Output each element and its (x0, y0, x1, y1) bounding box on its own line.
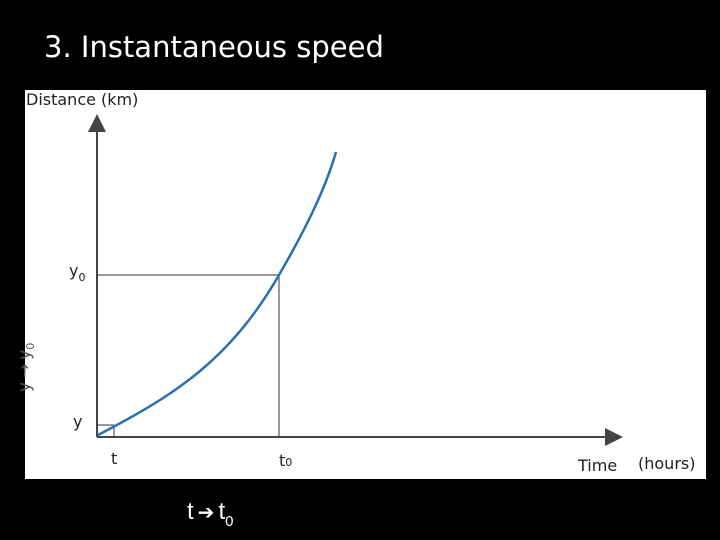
side-label-text: y→y0 (15, 343, 37, 392)
x-axis-label-unit: (hours) (638, 454, 695, 473)
x-axis-label-time: Time (577, 456, 617, 475)
y-axis-arrowhead (88, 114, 106, 132)
arrow-icon: ➔ (197, 502, 215, 524)
slide-title: 3. Instantaneous speed (44, 30, 384, 64)
bottom-t: t (187, 498, 194, 525)
t0-label: t0 (279, 451, 292, 470)
x-axis-arrowhead (605, 428, 623, 446)
y0-label: y0 (69, 261, 85, 284)
y-axis-label: Distance (km) (26, 90, 138, 109)
bottom-t0-sub: 0 (225, 513, 234, 530)
y-label: y (73, 412, 82, 431)
side-label: y→y0 (15, 343, 37, 392)
distance-time-diagram: Distance (km) y0 y t t0 Time (hours) (26, 90, 695, 475)
diagram-panel: Distance (km) y0 y t t0 Time (hours) (25, 90, 706, 479)
distance-curve (97, 151, 338, 437)
t-label: t (111, 449, 117, 468)
bottom-t0: t (218, 498, 226, 525)
bottom-label-t-to-t0: t ➔ t0 (187, 498, 233, 530)
